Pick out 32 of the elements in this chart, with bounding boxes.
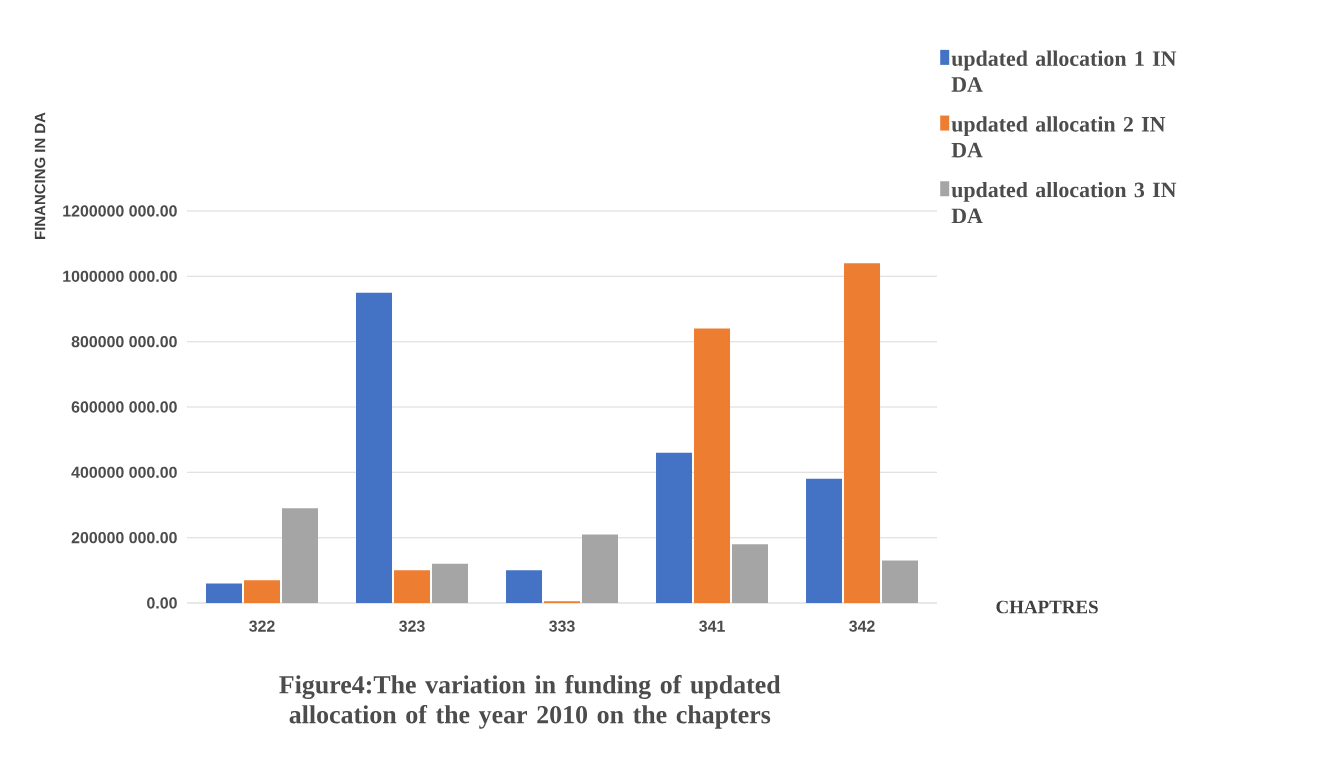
bar	[244, 580, 281, 603]
x-tick-label: 322	[249, 620, 275, 632]
bar	[394, 570, 431, 603]
bar	[806, 478, 843, 603]
bar	[432, 563, 468, 603]
x-tick-label: 342	[849, 620, 875, 632]
text: Figure4:The variation in funding of updated allocation of the year 2010 on the chapters	[279, 675, 781, 729]
x-axis-title: CHAPTRES	[996, 600, 1098, 614]
y-tick-label: 0.00	[147, 597, 177, 609]
bar	[656, 452, 693, 603]
bar	[694, 328, 731, 603]
y-tick-label: 600000 000.00	[71, 401, 177, 413]
bar	[506, 570, 543, 603]
x-tick-label: 323	[399, 620, 425, 632]
legend-label: updated allocation 1 IN DA	[951, 50, 1177, 92]
bar	[882, 560, 919, 603]
bar	[732, 544, 769, 603]
bar	[582, 534, 619, 603]
y-tick-label: 400000 000.00	[71, 466, 177, 478]
y-tick-label: 1000000 000.00	[63, 270, 177, 282]
x-tick-label: 333	[549, 620, 575, 632]
y-tick-label: 200000 000.00	[71, 532, 177, 544]
bar	[206, 583, 243, 603]
legend-label: updated allocatin 2 IN DA	[951, 116, 1166, 158]
bar	[282, 508, 318, 603]
bar	[844, 263, 881, 603]
legend-label: updated allocation 3 IN DA	[951, 181, 1177, 224]
y-tick-label: 800000 000.00	[71, 336, 177, 348]
bar	[356, 292, 393, 603]
y-axis-title: FINANCING IN DA	[34, 112, 46, 239]
x-tick-label: 341	[699, 620, 725, 632]
y-tick-label: 1200000 000.00	[63, 205, 177, 217]
